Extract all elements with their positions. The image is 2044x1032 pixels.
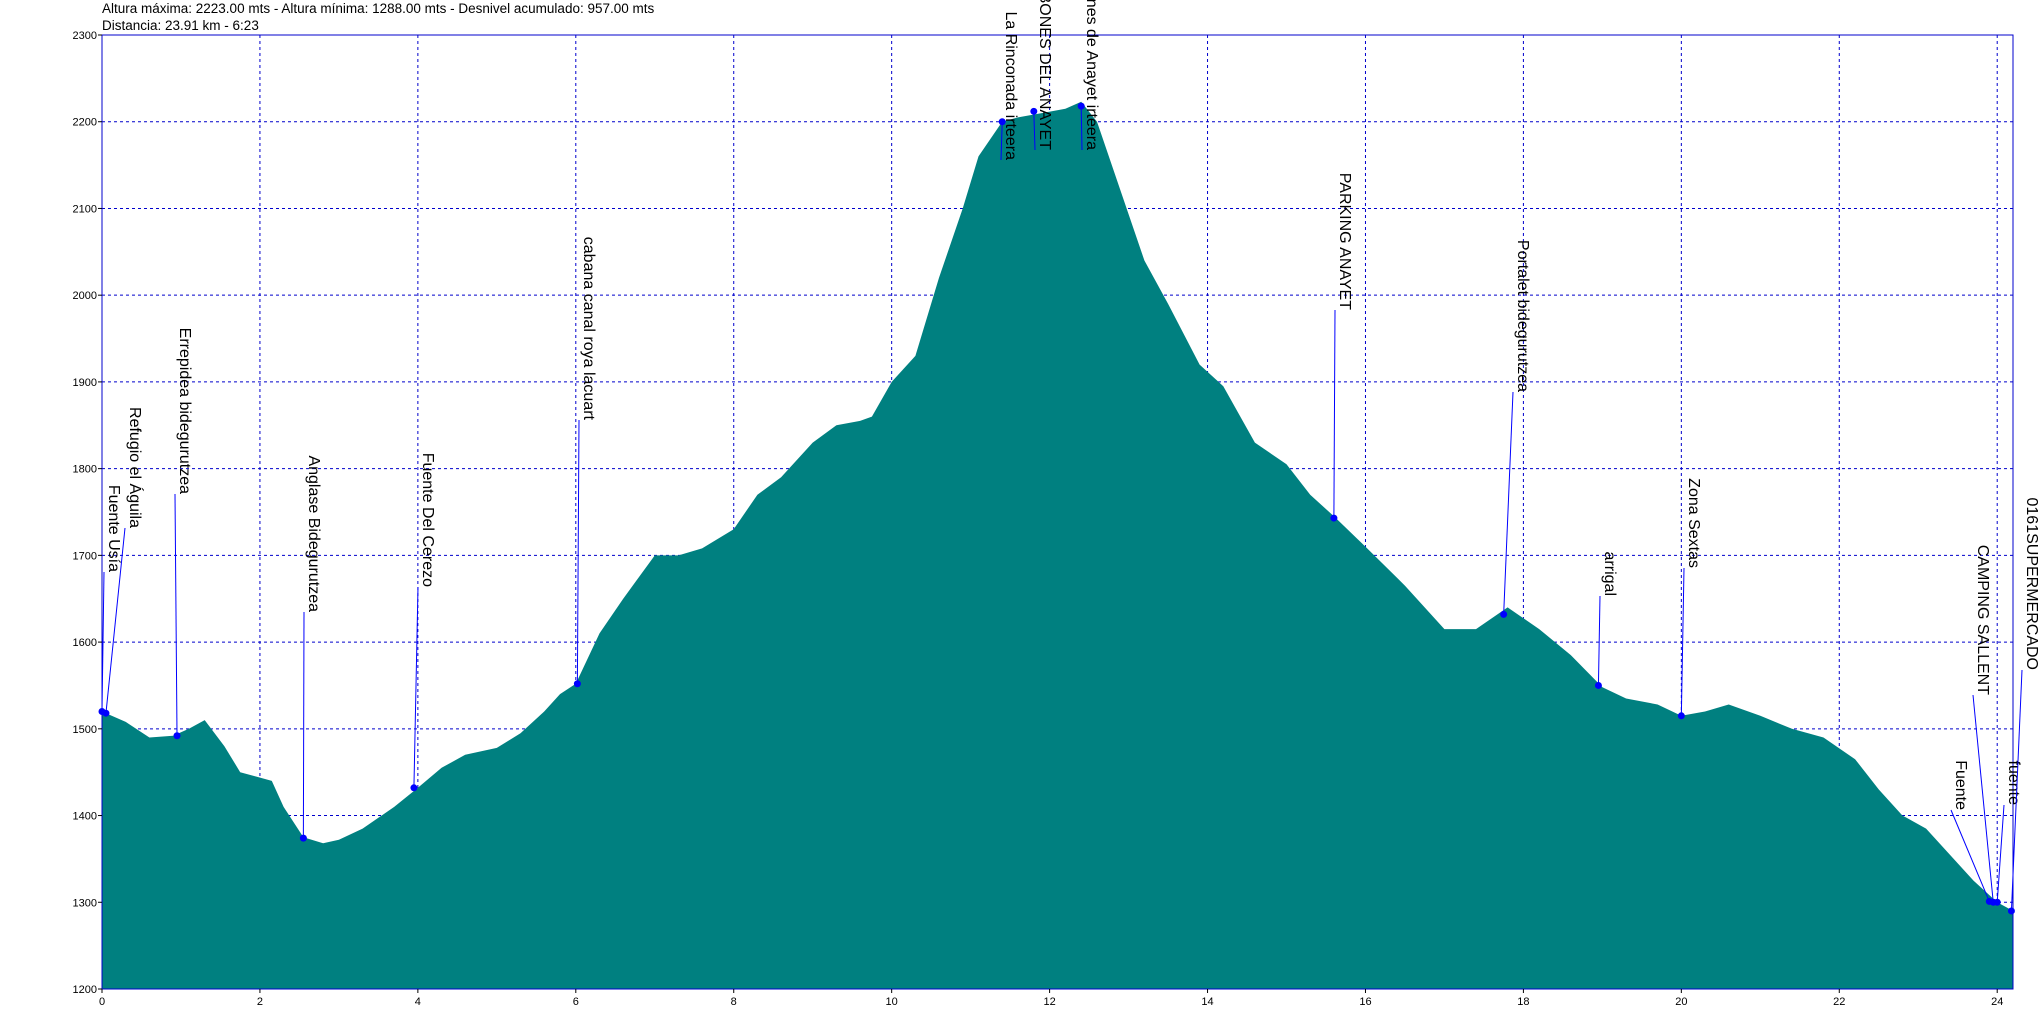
- stats-line: Altura máxima: 2223.00 mts - Altura míni…: [102, 1, 655, 16]
- y-tick-label: 1500: [73, 724, 97, 736]
- y-tick-label: 1300: [73, 897, 97, 909]
- waypoint-marker: [173, 732, 181, 740]
- y-tick-label: 2100: [73, 203, 97, 215]
- waypoint-marker: [1030, 107, 1038, 115]
- waypoint-leader: [105, 527, 126, 714]
- waypoint-leader: [302, 611, 305, 839]
- waypoint-leader: [1950, 809, 1990, 902]
- waypoint-marker: [1993, 898, 2001, 906]
- waypoint-marker: [410, 784, 418, 792]
- waypoint-label: Fuente: [1952, 760, 1969, 810]
- waypoint-leader: [2010, 669, 2023, 911]
- waypoint-leader: [1680, 567, 1685, 716]
- waypoint-label: Fuente Del Cerezo: [419, 453, 436, 587]
- x-tick-label: 6: [573, 996, 579, 1008]
- waypoint-label: La Rinconada irteera: [1002, 11, 1019, 160]
- waypoint-marker: [1500, 610, 1508, 618]
- waypoint-leader: [1080, 106, 1083, 151]
- waypoint-marker: [1594, 681, 1602, 689]
- y-tick-label: 1200: [73, 984, 97, 996]
- waypoint-label: Anglase Bidegurutzea: [305, 455, 322, 612]
- y-tick-label: 1600: [73, 637, 97, 649]
- x-tick-label: 18: [1517, 996, 1529, 1008]
- waypoint-label: fuente: [2005, 761, 2022, 806]
- waypoint-leader: [101, 571, 105, 712]
- x-tick-label: 10: [886, 996, 898, 1008]
- waypoint-label: Zona Sextas: [1685, 478, 1702, 568]
- waypoint-label: arrigal: [1601, 552, 1618, 596]
- waypoint-label: 0161SUPERMERCADO: [2023, 498, 2040, 671]
- x-tick-label: 24: [1991, 996, 2003, 1008]
- x-tick-label: 20: [1675, 996, 1687, 1008]
- plot-frame: [101, 34, 2014, 990]
- waypoint-leader: [1000, 121, 1003, 161]
- waypoint-leader: [1333, 309, 1336, 519]
- y-tick-label: 1700: [73, 550, 97, 562]
- y-tick-label: 1900: [73, 377, 97, 389]
- waypoint-leader: [1996, 804, 2005, 903]
- waypoint-label: cabana canal roya lacuart: [580, 237, 597, 421]
- y-tick-label: 1800: [73, 464, 97, 476]
- waypoint-leader: [576, 419, 580, 684]
- waypoint-label: Refugio el Águila: [126, 407, 145, 528]
- x-tick-label: 0: [99, 996, 105, 1008]
- y-tick-label: 1400: [73, 811, 97, 823]
- x-tick-label: 8: [731, 996, 737, 1008]
- waypoint-label: PARKING ANAYET: [1336, 173, 1353, 310]
- waypoint-label: Errepidea bidegurutzea: [176, 328, 193, 494]
- x-axis: 0 2 4 6 8 10 12 14 16 18 20 22 24: [99, 989, 2003, 1008]
- y-tick-label: 2000: [73, 290, 97, 302]
- waypoint-marker: [2007, 907, 2015, 915]
- elevation-area: [102, 101, 2013, 990]
- x-tick-label: 16: [1359, 996, 1371, 1008]
- waypoint-marker: [102, 709, 110, 717]
- x-tick-label: 12: [1043, 996, 1055, 1008]
- x-tick-label: 2: [257, 996, 263, 1008]
- waypoint-leader: [174, 493, 178, 736]
- waypoint-label: CAMPING SALLENT: [1974, 545, 1991, 695]
- waypoint-label: Ibones de Anayet irteera: [1083, 0, 1100, 150]
- waypoint-marker: [299, 834, 307, 842]
- y-axis: 1200 1300 1400 1500 1600 1700 1800 1900 2000 2100…: [73, 30, 102, 996]
- x-tick-label: 22: [1833, 996, 1845, 1008]
- waypoint-label: IBONES DEL ANAYET: [1036, 0, 1053, 150]
- waypoint-leader: [1972, 694, 1994, 903]
- x-tick-label: 14: [1201, 996, 1213, 1008]
- y-tick-label: 2200: [73, 117, 97, 129]
- x-tick-label: 4: [415, 996, 421, 1008]
- waypoint-leader: [413, 586, 419, 788]
- waypoint-marker: [573, 680, 581, 688]
- waypoint-leader: [1503, 391, 1514, 615]
- waypoint-label: Portalet bidegurutzea: [1514, 240, 1531, 392]
- waypoint-marker: [1330, 514, 1338, 522]
- y-tick-label: 2300: [73, 30, 97, 42]
- waypoint-marker: [1677, 712, 1685, 720]
- waypoint-label: Fuente Usía: [105, 485, 122, 572]
- waypoint-leader: [1597, 595, 1601, 686]
- distance-line: Distancia: 23.91 km - 6:23: [102, 18, 259, 33]
- waypoint-leader: [1033, 111, 1036, 151]
- waypoint-marker: [998, 118, 1006, 126]
- waypoint-marker: [1077, 102, 1085, 110]
